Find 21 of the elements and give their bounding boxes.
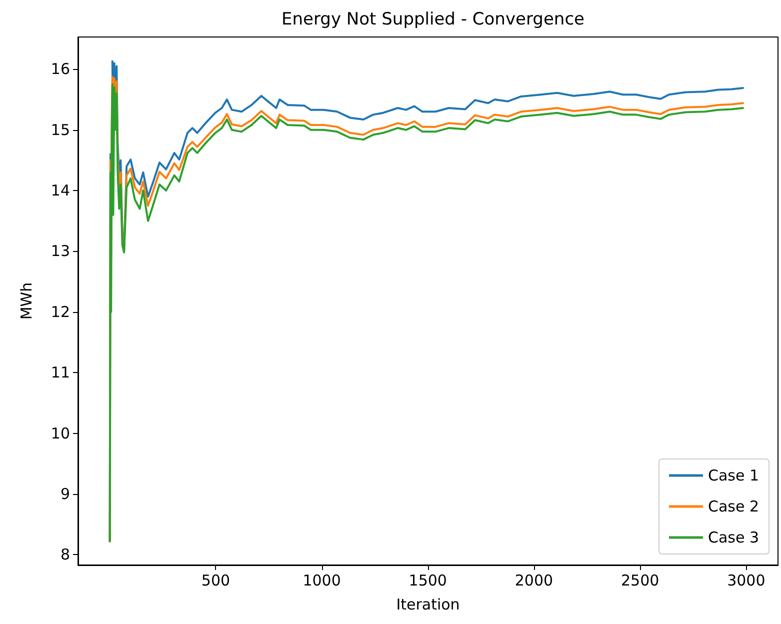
- x-axis-title: Iteration: [396, 596, 460, 614]
- y-tick-label: 14: [50, 182, 70, 200]
- legend-label: Case 1: [708, 466, 760, 484]
- y-tick-label: 13: [50, 242, 70, 260]
- y-tick-label: 15: [50, 120, 70, 139]
- x-tick-label: 3000: [727, 572, 766, 590]
- chart-title: Energy Not Supplied - Convergence: [282, 10, 584, 30]
- x-tick-label: 500: [201, 572, 230, 590]
- x-tick-label: 1000: [302, 572, 341, 590]
- legend-label: Case 2: [708, 498, 760, 516]
- x-tick-label: 1500: [408, 572, 447, 590]
- y-tick-label: 11: [50, 364, 70, 382]
- x-tick-label: 2000: [514, 572, 554, 590]
- x-tick-label: 2500: [620, 572, 660, 590]
- y-tick-label: 9: [60, 484, 70, 503]
- y-tick-label: 8: [60, 546, 70, 564]
- y-tick-label: 10: [50, 424, 70, 442]
- legend-label: Case 3: [708, 528, 760, 546]
- y-axis-title: MWh: [18, 282, 36, 320]
- y-tick-label: 12: [50, 302, 70, 321]
- y-tick-label: 16: [50, 60, 70, 78]
